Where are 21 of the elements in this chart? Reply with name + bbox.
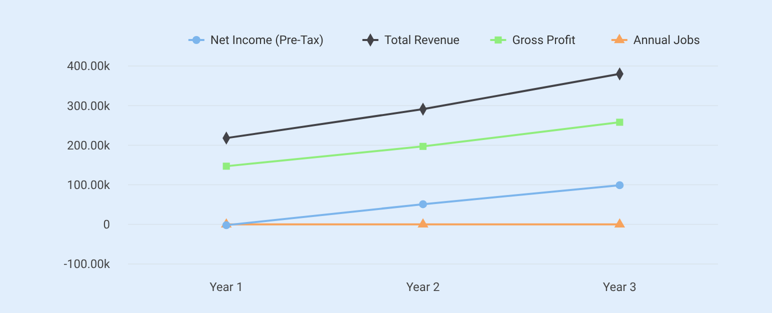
y-tick-label: 0 [103, 218, 110, 232]
legend-label: Annual Jobs [633, 33, 700, 48]
legend-label: Total Revenue [384, 33, 460, 48]
point [616, 181, 624, 190]
point [614, 218, 626, 228]
y-tick-label: 100.00k [67, 178, 111, 192]
y-tick-label: -100.00k [64, 257, 111, 272]
point [616, 118, 624, 126]
point [419, 200, 427, 208]
legend-label: Gross Profit [512, 33, 576, 48]
x-tick-label: Year 1 [210, 280, 244, 294]
point [419, 142, 427, 150]
y-tick-label: 300.00k [67, 98, 111, 113]
y-tick-label: 400.00k [67, 59, 111, 74]
point [222, 221, 230, 230]
x-tick-label: Year 3 [602, 280, 636, 294]
point [418, 218, 428, 228]
y-tick-label: 200.00k [67, 138, 111, 152]
legend-label: Net Income (Pre-Tax) [210, 33, 324, 48]
point [222, 162, 230, 170]
x-tick-label: Year 2 [406, 280, 440, 294]
